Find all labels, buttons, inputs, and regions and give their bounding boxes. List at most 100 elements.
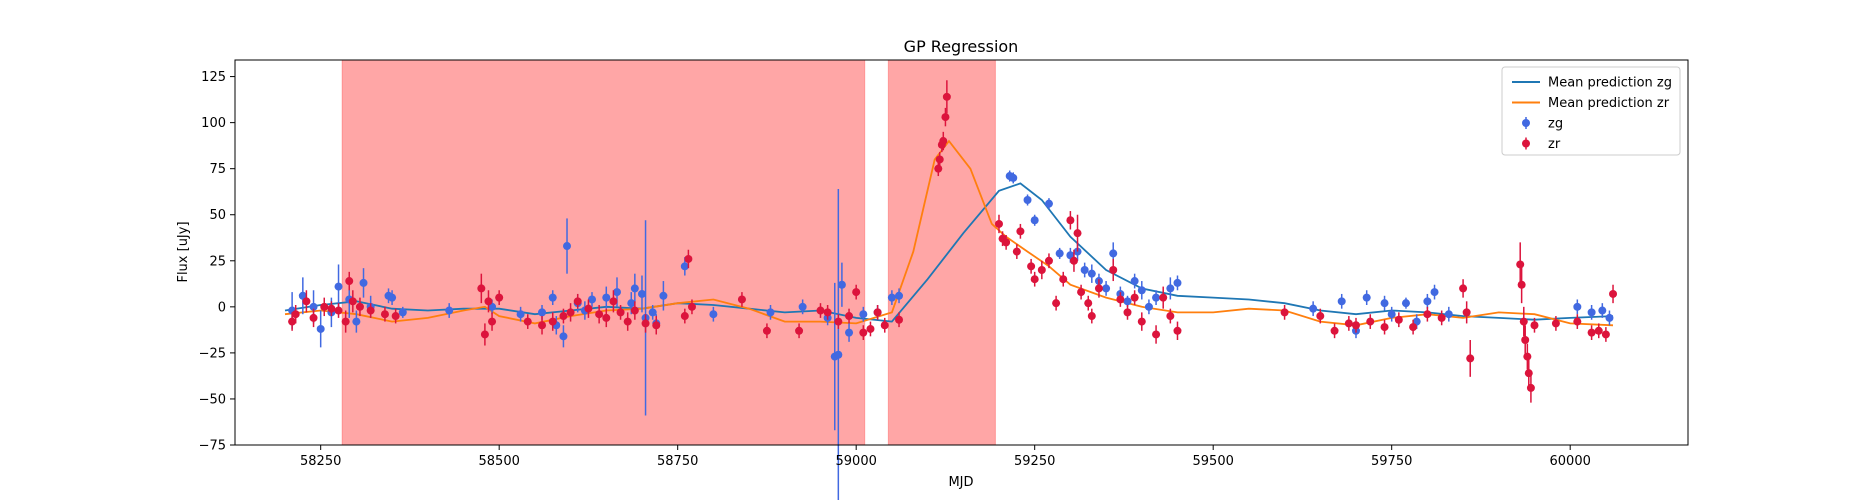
data-point	[1280, 308, 1289, 317]
data-point	[1551, 319, 1560, 328]
data-point	[1030, 216, 1039, 225]
data-point	[942, 92, 951, 101]
data-point	[484, 297, 493, 306]
data-point	[616, 308, 625, 317]
data-point	[1309, 304, 1318, 313]
data-point	[684, 254, 693, 263]
data-point	[345, 277, 354, 286]
data-point	[612, 288, 621, 297]
y-tick-label: 125	[201, 70, 226, 85]
data-point	[1027, 262, 1036, 271]
data-point	[1084, 299, 1093, 308]
data-point	[1052, 299, 1061, 308]
data-point	[1423, 297, 1432, 306]
data-point	[320, 302, 329, 311]
data-point	[1002, 238, 1011, 247]
x-axis-label: MJD	[948, 475, 973, 490]
legend-marker-zg	[1522, 119, 1530, 127]
data-point	[1605, 313, 1614, 322]
data-point	[588, 295, 597, 304]
data-point	[1517, 280, 1526, 289]
legend-label-mean-prediction-zr: Mean prediction zr	[1548, 96, 1670, 111]
data-point	[1394, 315, 1403, 324]
data-point	[1012, 247, 1021, 256]
data-point	[1055, 249, 1064, 258]
data-point	[291, 310, 300, 319]
data-point	[1401, 299, 1410, 308]
data-point	[1144, 302, 1153, 311]
data-point	[859, 310, 868, 319]
data-point	[355, 302, 364, 311]
x-tick-label: 59500	[1193, 454, 1234, 469]
data-point	[548, 293, 557, 302]
data-point	[388, 293, 397, 302]
data-point	[584, 304, 593, 313]
data-point	[1598, 306, 1607, 315]
data-point	[1387, 310, 1396, 319]
series-zr	[288, 80, 1618, 403]
data-point	[488, 317, 497, 326]
data-point	[1351, 321, 1360, 330]
data-point	[477, 284, 486, 293]
data-point	[637, 289, 646, 298]
data-point	[1023, 196, 1032, 204]
data-point	[837, 280, 846, 289]
x-tick-label: 58750	[657, 454, 698, 469]
data-point	[538, 321, 547, 330]
y-tick-label: 75	[209, 162, 226, 177]
data-point	[680, 312, 689, 321]
x-tick-label: 58250	[300, 454, 341, 469]
data-point	[288, 317, 297, 326]
x-tick-label: 60000	[1550, 454, 1591, 469]
data-point	[1080, 266, 1089, 274]
data-point	[680, 262, 689, 271]
data-point	[630, 306, 639, 315]
chart-title: GP Regression	[904, 37, 1019, 56]
data-point	[1094, 284, 1103, 293]
y-tick-label: 0	[218, 300, 226, 315]
data-point	[1077, 288, 1086, 297]
data-point	[641, 319, 650, 328]
data-point	[602, 293, 611, 302]
data-point	[1152, 330, 1161, 339]
data-point	[1380, 323, 1389, 332]
data-point	[1166, 312, 1175, 321]
x-axis-ticks: 58250 58500 58750 59000 59250 59500 59750 60000	[300, 445, 1591, 469]
data-point	[1519, 317, 1528, 326]
data-point	[480, 330, 489, 339]
data-point	[352, 317, 361, 326]
data-point	[1366, 317, 1375, 326]
data-point	[398, 308, 407, 317]
data-point	[1466, 354, 1475, 363]
data-point	[1016, 227, 1025, 236]
data-point	[895, 291, 904, 300]
legend-label-mean-prediction-zg: Mean prediction zg	[1548, 76, 1672, 91]
data-point	[1109, 249, 1118, 258]
data-point	[309, 302, 318, 311]
data-point	[341, 317, 350, 326]
data-point	[652, 321, 661, 330]
data-point	[859, 328, 868, 337]
data-point	[873, 308, 882, 317]
data-point	[609, 297, 618, 306]
data-point	[1130, 277, 1139, 286]
data-point	[630, 284, 639, 293]
data-point	[709, 310, 718, 319]
data-point	[1044, 256, 1053, 265]
data-point	[1516, 260, 1525, 269]
data-point	[766, 308, 775, 317]
x-tick-label: 59250	[1014, 454, 1055, 469]
x-tick-label: 59750	[1371, 454, 1412, 469]
data-point	[1087, 269, 1096, 278]
data-point	[573, 297, 582, 306]
data-point	[935, 155, 944, 164]
data-point	[334, 282, 343, 291]
data-point	[1073, 229, 1082, 238]
x-tick-label: 59000	[836, 454, 877, 469]
data-point	[1587, 308, 1596, 317]
data-point	[309, 313, 318, 322]
data-point	[845, 312, 854, 321]
y-axis-ticks: −75 −50 −25 0 25 50 75 100 125	[199, 70, 235, 454]
data-point	[1159, 293, 1168, 302]
data-point	[1009, 173, 1018, 182]
